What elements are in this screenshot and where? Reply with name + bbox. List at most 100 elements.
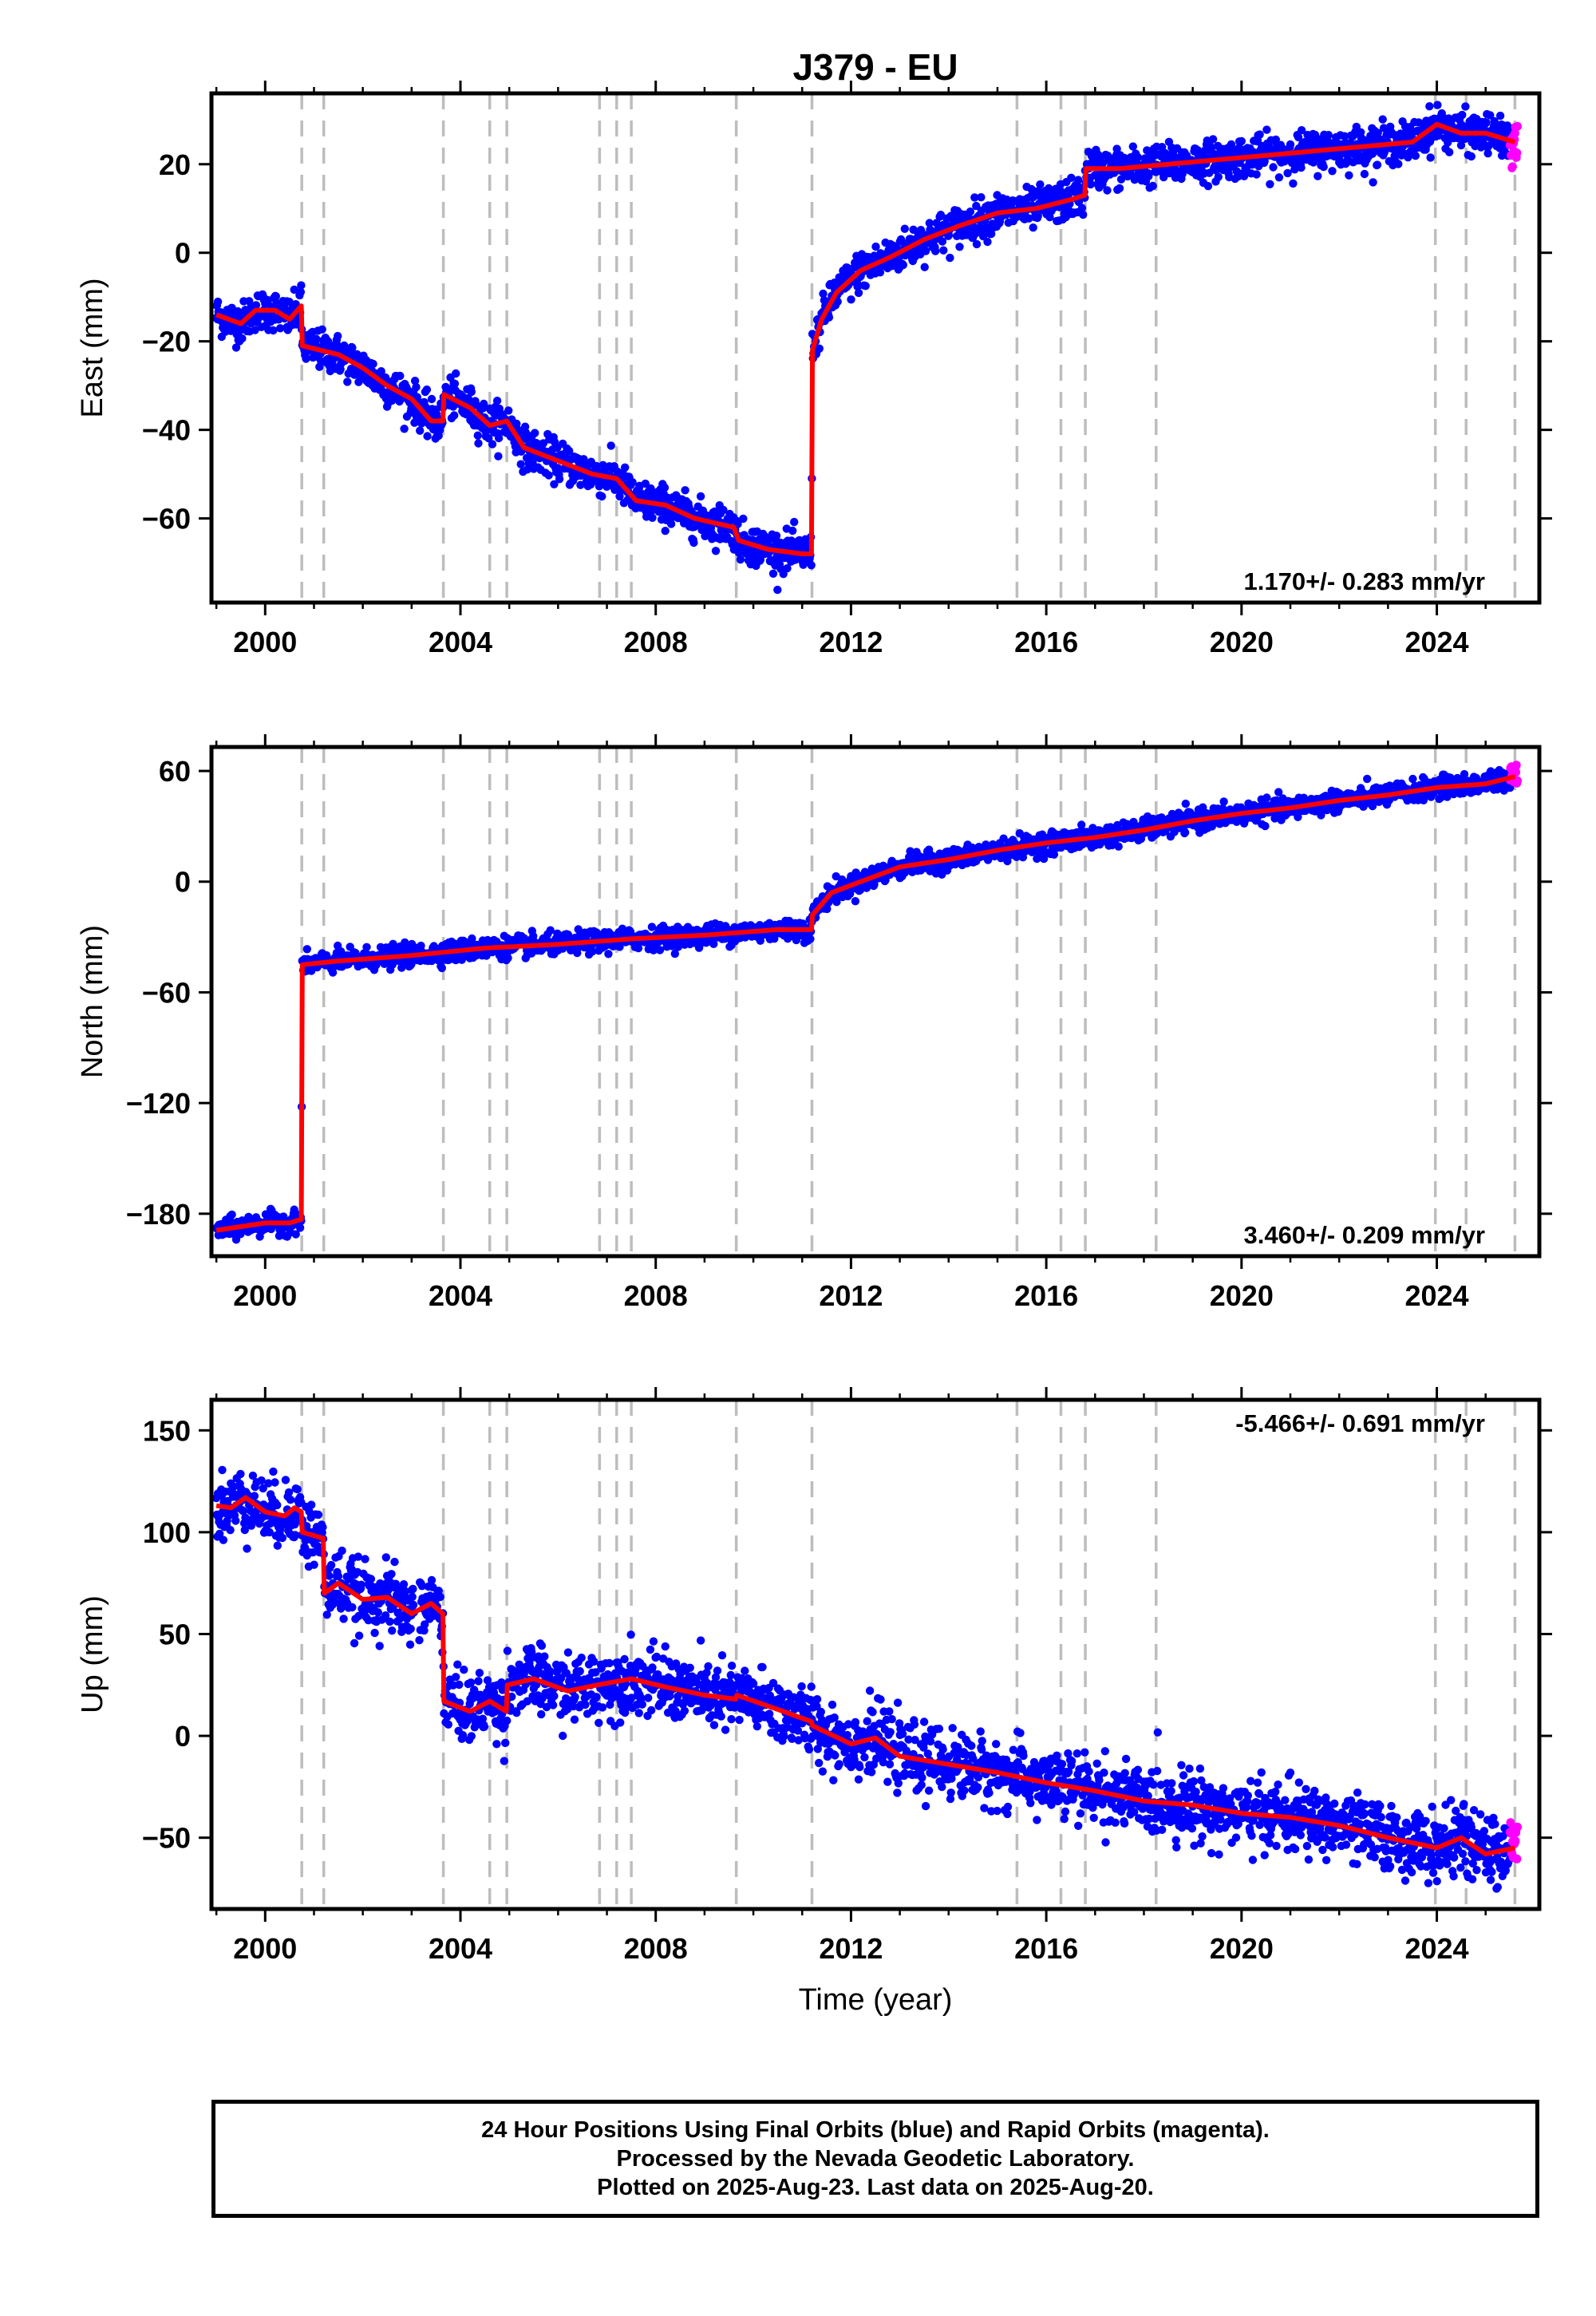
data-point — [925, 219, 934, 227]
data-point — [1408, 774, 1417, 784]
rapid-point — [1511, 761, 1521, 770]
data-point — [977, 193, 986, 202]
data-point — [932, 219, 941, 227]
rapid-orbit-points — [1505, 761, 1522, 788]
data-point — [598, 492, 606, 501]
data-point — [606, 441, 615, 450]
data-point — [1049, 850, 1059, 860]
data-point — [1144, 172, 1153, 180]
data-point — [231, 1235, 241, 1244]
data-point — [1283, 168, 1292, 178]
data-point — [871, 242, 880, 251]
x-tick-label: 2008 — [624, 626, 688, 658]
data-point — [1495, 111, 1505, 121]
data-point — [1158, 143, 1167, 152]
data-point — [488, 440, 497, 449]
panel-north: 2000 2004 2008 2012 2016 2020 2024−180−120−600… — [76, 734, 1552, 1312]
data-point — [815, 344, 824, 353]
data-point — [1237, 136, 1246, 146]
data-point — [1115, 184, 1124, 193]
plot-frame — [209, 745, 1542, 1259]
data-point — [227, 1210, 236, 1219]
data-point — [1297, 126, 1306, 135]
data-point — [480, 399, 488, 409]
data-point — [251, 326, 259, 334]
data-point — [297, 281, 306, 290]
data-point — [719, 505, 728, 515]
data-point — [213, 297, 223, 306]
y-axis-label: East (mm) — [76, 278, 109, 417]
data-point — [1491, 120, 1500, 128]
data-point — [275, 1231, 284, 1240]
data-point — [862, 883, 871, 892]
data-point — [1252, 170, 1261, 179]
data-point — [473, 431, 482, 440]
data-point — [1255, 130, 1264, 139]
data-point — [369, 359, 377, 369]
x-tick-label: 2008 — [624, 1279, 688, 1312]
data-point — [290, 285, 298, 294]
data-point — [467, 387, 476, 397]
data-point — [1203, 182, 1213, 191]
data-point — [1467, 152, 1476, 161]
data-point — [1133, 152, 1143, 162]
data-point — [832, 898, 841, 907]
data-point — [318, 325, 326, 334]
data-point — [588, 947, 597, 956]
data-point — [906, 847, 915, 856]
data-point — [1314, 172, 1322, 180]
data-point — [450, 379, 460, 388]
data-point — [450, 411, 459, 420]
data-point — [417, 419, 426, 428]
plot-frame — [209, 91, 1542, 605]
data-point — [854, 288, 863, 298]
data-point — [1077, 820, 1086, 829]
data-point — [711, 547, 721, 555]
data-point — [634, 943, 643, 953]
data-point — [1363, 774, 1372, 784]
data-point — [531, 429, 539, 437]
data-point — [362, 943, 371, 952]
data-point — [1112, 144, 1121, 153]
data-point — [1378, 115, 1387, 124]
x-tick-label: 2020 — [1210, 626, 1274, 658]
data-point — [915, 852, 924, 861]
data-point — [1211, 166, 1221, 175]
data-point — [736, 555, 745, 564]
data-point — [972, 201, 981, 211]
data-point — [709, 939, 718, 949]
x-tick-label: 2000 — [233, 626, 297, 658]
data-point — [1039, 854, 1049, 864]
data-point — [946, 253, 954, 263]
data-point — [295, 1223, 305, 1232]
data-point — [1289, 179, 1298, 188]
data-point — [1456, 140, 1466, 150]
data-point — [900, 224, 910, 233]
y-tick-label: 0 — [175, 237, 191, 270]
data-point — [955, 243, 964, 251]
data-point — [410, 377, 420, 385]
data-point — [1286, 140, 1295, 149]
data-point — [555, 475, 564, 484]
data-point — [983, 237, 992, 247]
data-point — [1180, 828, 1190, 837]
data-point — [604, 950, 613, 958]
data-point — [824, 313, 834, 322]
x-tick-label: 2016 — [1014, 626, 1078, 658]
x-tick-label: 2016 — [1014, 1279, 1078, 1312]
final-orbit-points — [211, 101, 1515, 595]
x-tick-label: 2000 — [233, 1279, 297, 1312]
data-point — [1199, 803, 1207, 812]
data-point — [847, 295, 855, 304]
data-point — [546, 926, 555, 935]
data-point — [970, 193, 979, 202]
data-point — [790, 517, 799, 527]
data-point — [1077, 204, 1087, 212]
data-point — [1067, 173, 1076, 182]
data-point — [689, 538, 698, 547]
data-point — [1274, 173, 1284, 182]
data-point — [276, 324, 285, 333]
data-point — [851, 897, 860, 906]
plot-area — [211, 93, 1522, 603]
data-point — [987, 229, 996, 239]
